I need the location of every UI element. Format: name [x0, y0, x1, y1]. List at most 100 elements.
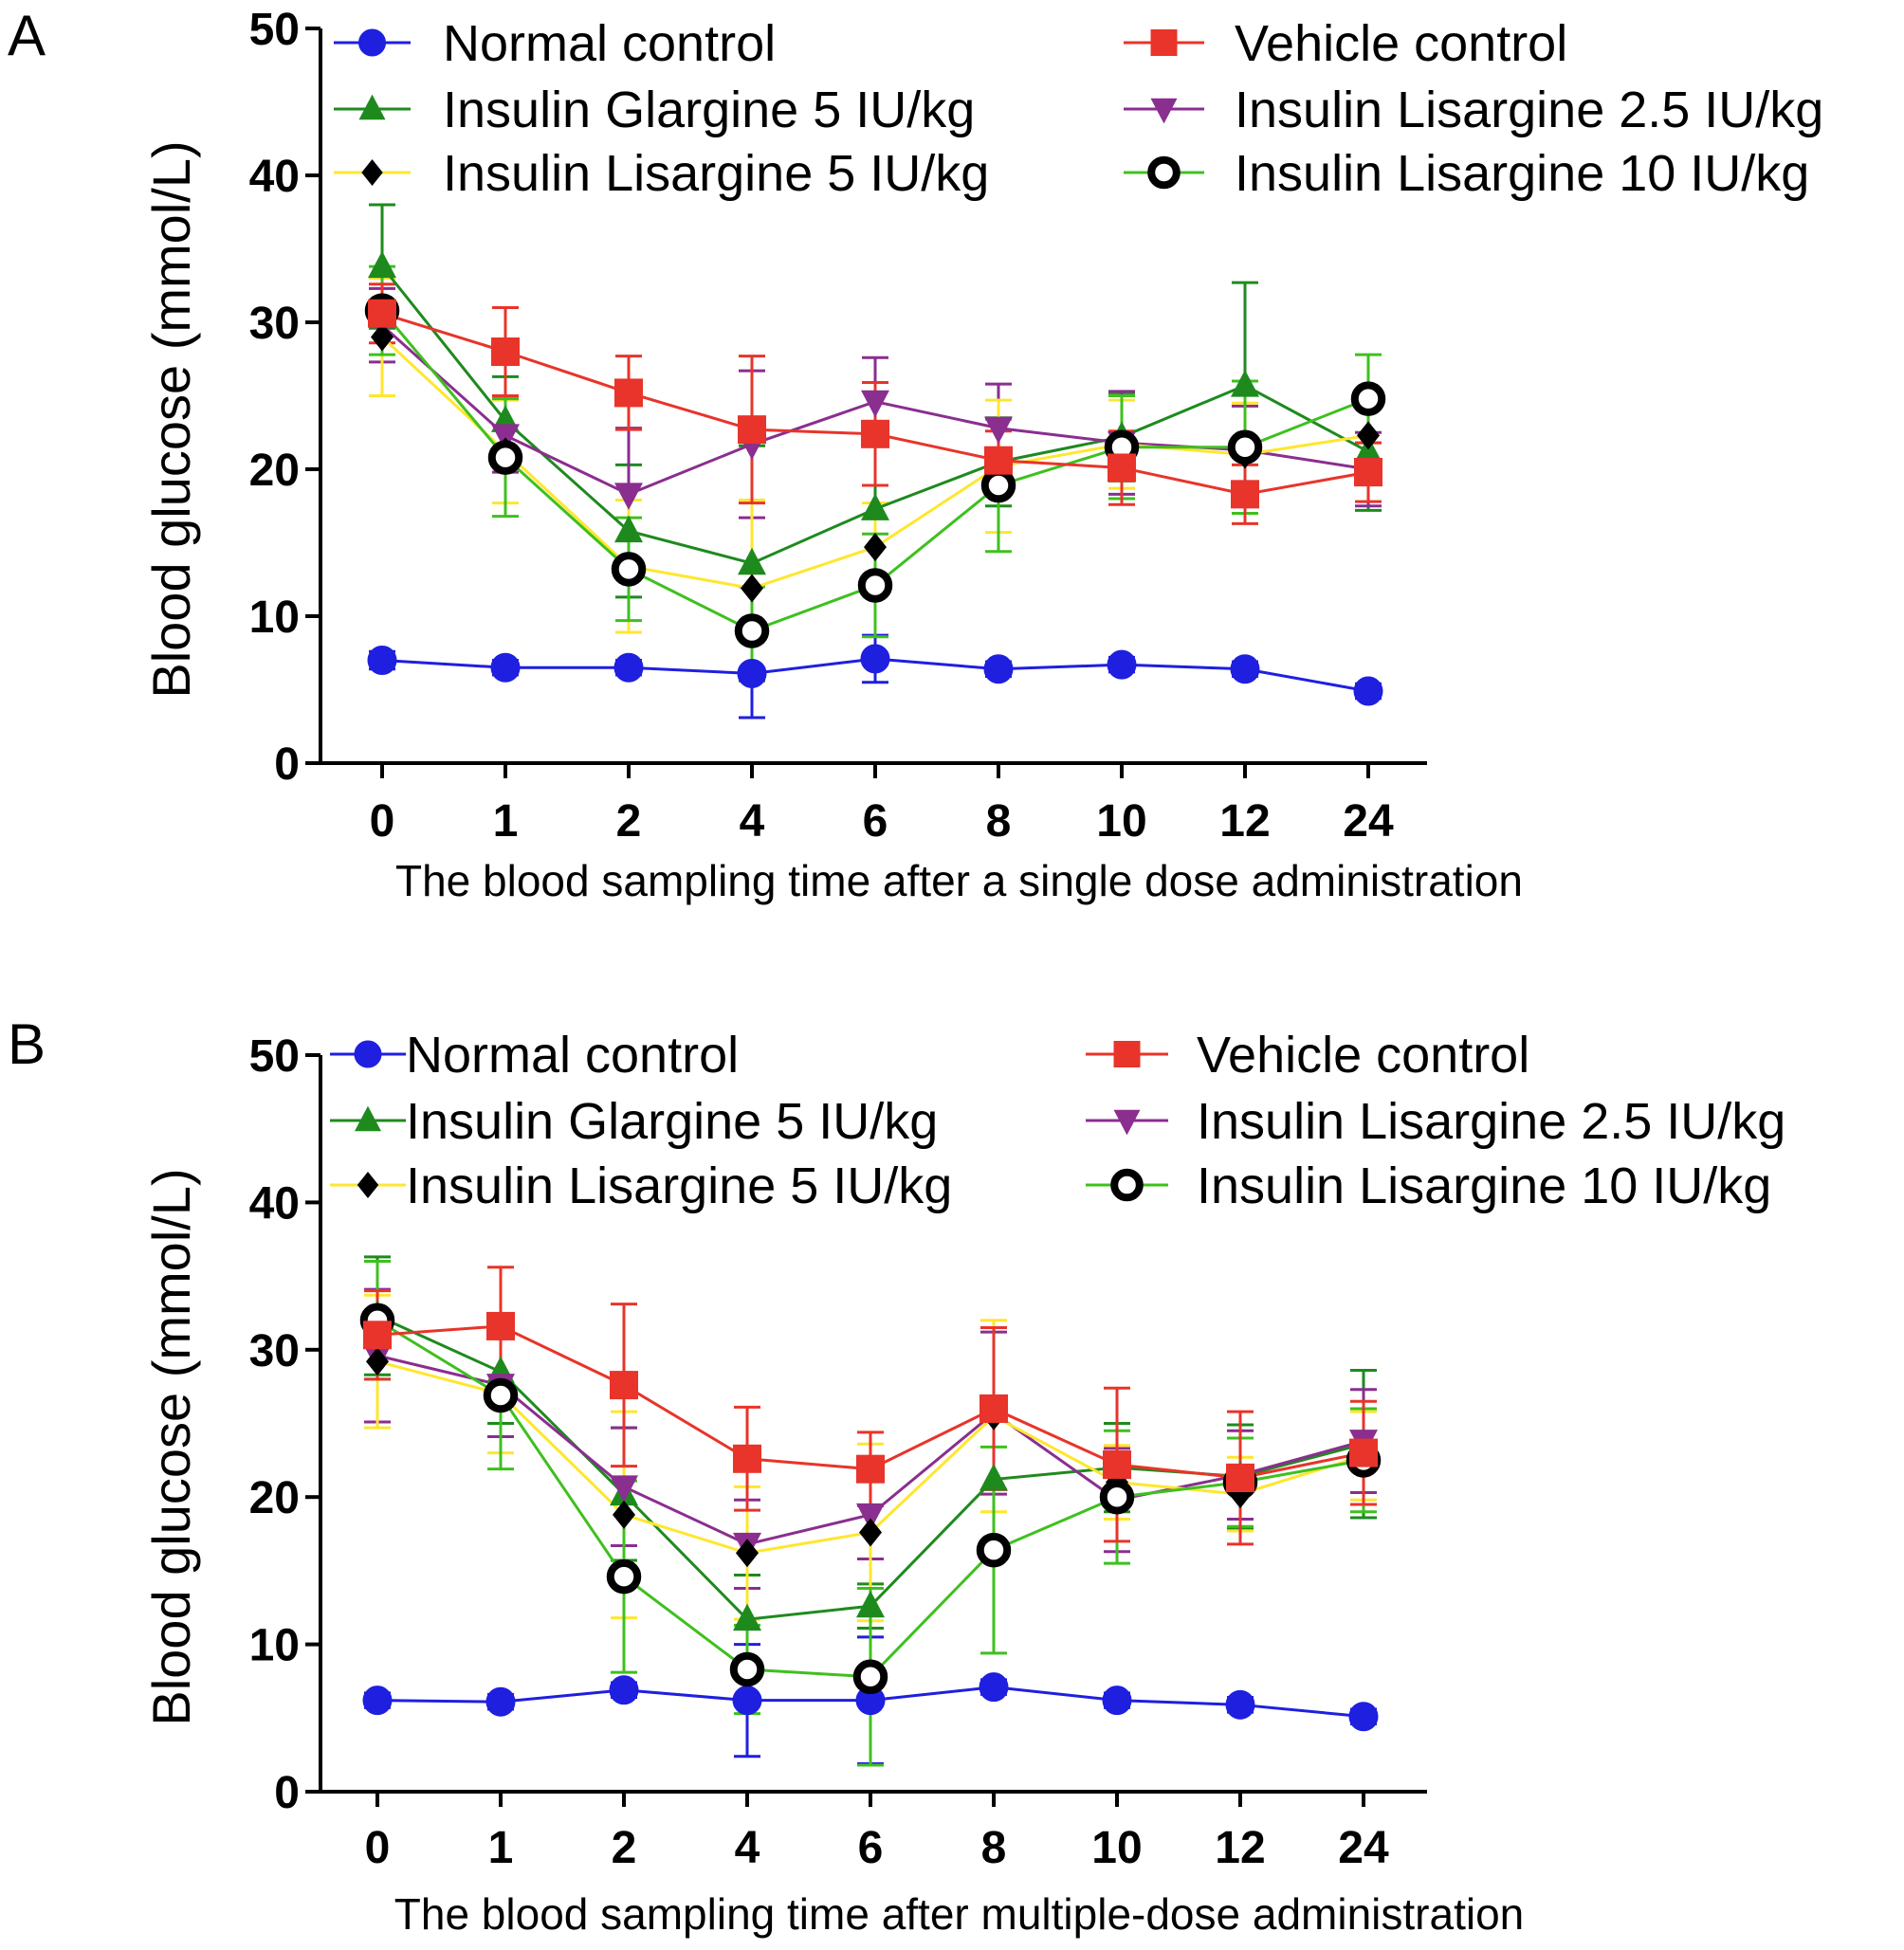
panel-b-point-normal-control-4 [732, 1686, 762, 1716]
panel-b-legend-marker-normal-control [354, 1040, 382, 1068]
panel-b-point-vehicle-control-24 [1349, 1438, 1378, 1467]
panel-b-ytick-label-10: 10 [249, 1621, 300, 1671]
panel-a-point-insulin-lisargine-10-iu-kg-8 [980, 467, 1016, 503]
panel-a-point-insulin-lisargine-10-iu-kg-4 [734, 613, 770, 648]
panel-b-point-insulin-lisargine-5-iu-kg-4 [736, 1539, 759, 1568]
panel-b-legend-marker-vehicle-control [1113, 1041, 1141, 1067]
panel-a-point-normal-control-1 [490, 652, 521, 683]
panel-b-legend: Normal control Vehicle control Insulin Gla… [330, 1027, 1785, 1214]
panel-a-ylabel: Blood glucose (mmol/L) [141, 140, 201, 698]
panel-a-point-vehicle-control-1 [491, 337, 520, 366]
panel-a-ytick-label-30: 30 [249, 299, 300, 349]
panel-a-xtick-label-6: 6 [863, 796, 888, 847]
panel-a-ytick-label-10: 10 [249, 592, 300, 643]
panel-a-xtick-label-24: 24 [1343, 796, 1394, 847]
panel-a-legend-marker-insulin-lisargine-5-iu-kg [361, 159, 383, 186]
panel-a-legend-label-insulin-glargine-5-iu-kg: Insulin Glargine 5 IU/kg [443, 82, 975, 138]
panel-b-point-insulin-glargine-5-iu-kg-8 [979, 1464, 1008, 1491]
panel-a-point-normal-control-24 [1353, 676, 1383, 706]
panel-a-point-insulin-glargine-5-iu-kg-12 [1231, 370, 1259, 397]
panel-a-point-normal-control-0 [367, 646, 397, 675]
panel-b-markers-normal-control [362, 1672, 1379, 1732]
panel-b-point-insulin-lisargine-10-iu-kg-2 [606, 1558, 642, 1595]
panel-b-errorbars-vehicle-control [364, 1266, 1377, 1546]
panel-a-legend-label-insulin-lisargine-10-iu-kg: Insulin Lisargine 10 IU/kg [1235, 145, 1809, 202]
panel-b-point-insulin-lisargine-10-iu-kg-1 [483, 1377, 519, 1413]
panel-b-legend-label-vehicle-control: Vehicle control [1197, 1027, 1529, 1084]
panel-b-xtick-label-0: 0 [365, 1823, 391, 1873]
panel-a-point-insulin-glargine-5-iu-kg-0 [368, 250, 396, 279]
panel-a-point-insulin-lisargine-5-iu-kg-24 [1357, 421, 1380, 450]
panel-a-legend-label-vehicle-control: Vehicle control [1235, 15, 1567, 72]
panel-b-point-insulin-lisargine-2-5-iu-kg-6 [856, 1503, 885, 1531]
panel-a-ytick-label-50: 50 [249, 5, 300, 55]
panel-a-point-insulin-lisargine-5-iu-kg-4 [741, 574, 763, 603]
panel-a-ytick-label-0: 0 [274, 739, 300, 790]
panel-b-ytick-label-0: 0 [274, 1768, 300, 1818]
panel-a-legend-marker-insulin-lisargine-2-5-iu-kg [1150, 98, 1178, 124]
panel-a-point-vehicle-control-4 [738, 415, 766, 445]
panel-a-point-insulin-glargine-5-iu-kg-4 [738, 547, 766, 575]
panel-a-point-insulin-lisargine-2-5-iu-kg-2 [614, 483, 643, 510]
panel-b-ytick-label-30: 30 [249, 1326, 300, 1376]
panel-b-xtick-label-8: 8 [981, 1823, 1007, 1873]
panel-a-legend-marker-vehicle-control [1150, 29, 1178, 56]
panel-b-ytick-label-20: 20 [249, 1473, 300, 1523]
panel-b-point-normal-control-10 [1102, 1686, 1132, 1716]
panel-a-ytick-label-40: 40 [249, 152, 300, 202]
panel-b-point-insulin-lisargine-5-iu-kg-2 [613, 1500, 635, 1529]
panel-a-ytick-label-20: 20 [249, 446, 300, 496]
panel-a-markers-vehicle-control [368, 299, 1382, 509]
panel-a-point-insulin-lisargine-10-iu-kg-2 [611, 552, 647, 587]
panel-a-point-vehicle-control-12 [1231, 480, 1259, 509]
panel-b-xtick-label-24: 24 [1338, 1823, 1389, 1873]
panel-a-xtick-label-1: 1 [493, 796, 519, 847]
panel-a-point-normal-control-2 [613, 652, 644, 683]
panel-a-point-insulin-lisargine-5-iu-kg-0 [371, 322, 394, 352]
panel-a-point-insulin-lisargine-5-iu-kg-6 [864, 533, 887, 562]
panel-a-xtick-label-12: 12 [1219, 796, 1270, 847]
panel-a-point-insulin-lisargine-10-iu-kg-6 [857, 568, 893, 603]
panel-b-letter: B [8, 1012, 46, 1076]
panel-a-legend-marker-insulin-lisargine-10-iu-kg [1147, 155, 1181, 190]
panel-b-point-vehicle-control-4 [733, 1444, 761, 1473]
panel-b-legend-marker-insulin-lisargine-5-iu-kg [357, 1172, 379, 1198]
panel-a-xtick-label-2: 2 [616, 796, 642, 847]
panel-b-legend-marker-insulin-glargine-5-iu-kg [355, 1105, 381, 1132]
panel-a-xtick-label-10: 10 [1096, 796, 1146, 847]
panel-a-point-insulin-lisargine-2-5-iu-kg-6 [861, 390, 889, 418]
panel-a-point-normal-control-10 [1107, 649, 1137, 680]
panel-a-point-vehicle-control-6 [861, 419, 889, 448]
panel-a-xlabel: The blood sampling time after a single d… [395, 856, 1523, 905]
panel-b-point-insulin-glargine-5-iu-kg-4 [733, 1603, 761, 1631]
panel-b-xtick-label-2: 2 [612, 1823, 637, 1873]
panel-b-point-normal-control-12 [1225, 1689, 1255, 1720]
panel-b-point-insulin-lisargine-2-5-iu-kg-2 [610, 1475, 638, 1503]
panel-b-point-insulin-lisargine-10-iu-kg-10 [1099, 1479, 1135, 1515]
panel-b-legend-marker-insulin-lisargine-2-5-iu-kg [1113, 1109, 1141, 1136]
panel-a-point-normal-control-12 [1230, 654, 1260, 684]
panel-a-legend-label-insulin-lisargine-2-5-iu-kg: Insulin Lisargine 2.5 IU/kg [1235, 82, 1823, 138]
panel-b-xtick-label-6: 6 [858, 1823, 884, 1873]
panel-a-xtick-label-8: 8 [986, 796, 1012, 847]
panel-b-legend-label-insulin-lisargine-10-iu-kg: Insulin Lisargine 10 IU/kg [1197, 1157, 1771, 1214]
panel-b-markers-vehicle-control [363, 1311, 1378, 1492]
panel-b-xtick-label-10: 10 [1091, 1823, 1142, 1873]
panel-b-xlabel: The blood sampling time after multiple-d… [394, 1889, 1524, 1939]
panel-a-point-insulin-lisargine-10-iu-kg-24 [1350, 381, 1386, 416]
panel-a-point-insulin-lisargine-10-iu-kg-1 [487, 440, 523, 475]
panel-a-point-vehicle-control-2 [614, 378, 643, 408]
panel-b-legend-label-normal-control: Normal control [406, 1027, 739, 1084]
panel-b-point-vehicle-control-6 [856, 1454, 885, 1484]
panel-b-point-normal-control-1 [485, 1686, 516, 1717]
panel-a-point-normal-control-8 [983, 654, 1014, 684]
panel-b-legend-label-insulin-lisargine-2-5-iu-kg: Insulin Lisargine 2.5 IU/kg [1197, 1093, 1785, 1150]
panel-a-point-vehicle-control-10 [1108, 453, 1136, 483]
panel-a-point-vehicle-control-8 [984, 446, 1013, 475]
panel-b-point-vehicle-control-8 [979, 1394, 1008, 1423]
panel-a-legend: Normal control Vehicle control Insulin Gla… [334, 15, 1823, 202]
panel-b-point-normal-control-24 [1348, 1702, 1379, 1732]
panel-a-letter: A [8, 4, 46, 67]
